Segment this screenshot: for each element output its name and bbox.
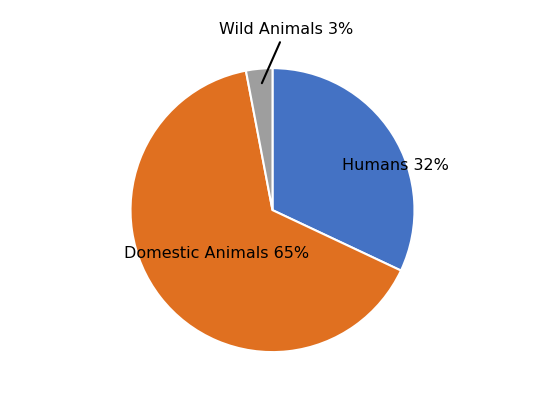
Wedge shape (246, 68, 272, 210)
Text: Wild Animals 3%: Wild Animals 3% (219, 22, 353, 83)
Text: Domestic Animals 65%: Domestic Animals 65% (124, 246, 309, 261)
Wedge shape (272, 68, 415, 271)
Text: Humans 32%: Humans 32% (342, 158, 449, 173)
Wedge shape (130, 71, 401, 352)
